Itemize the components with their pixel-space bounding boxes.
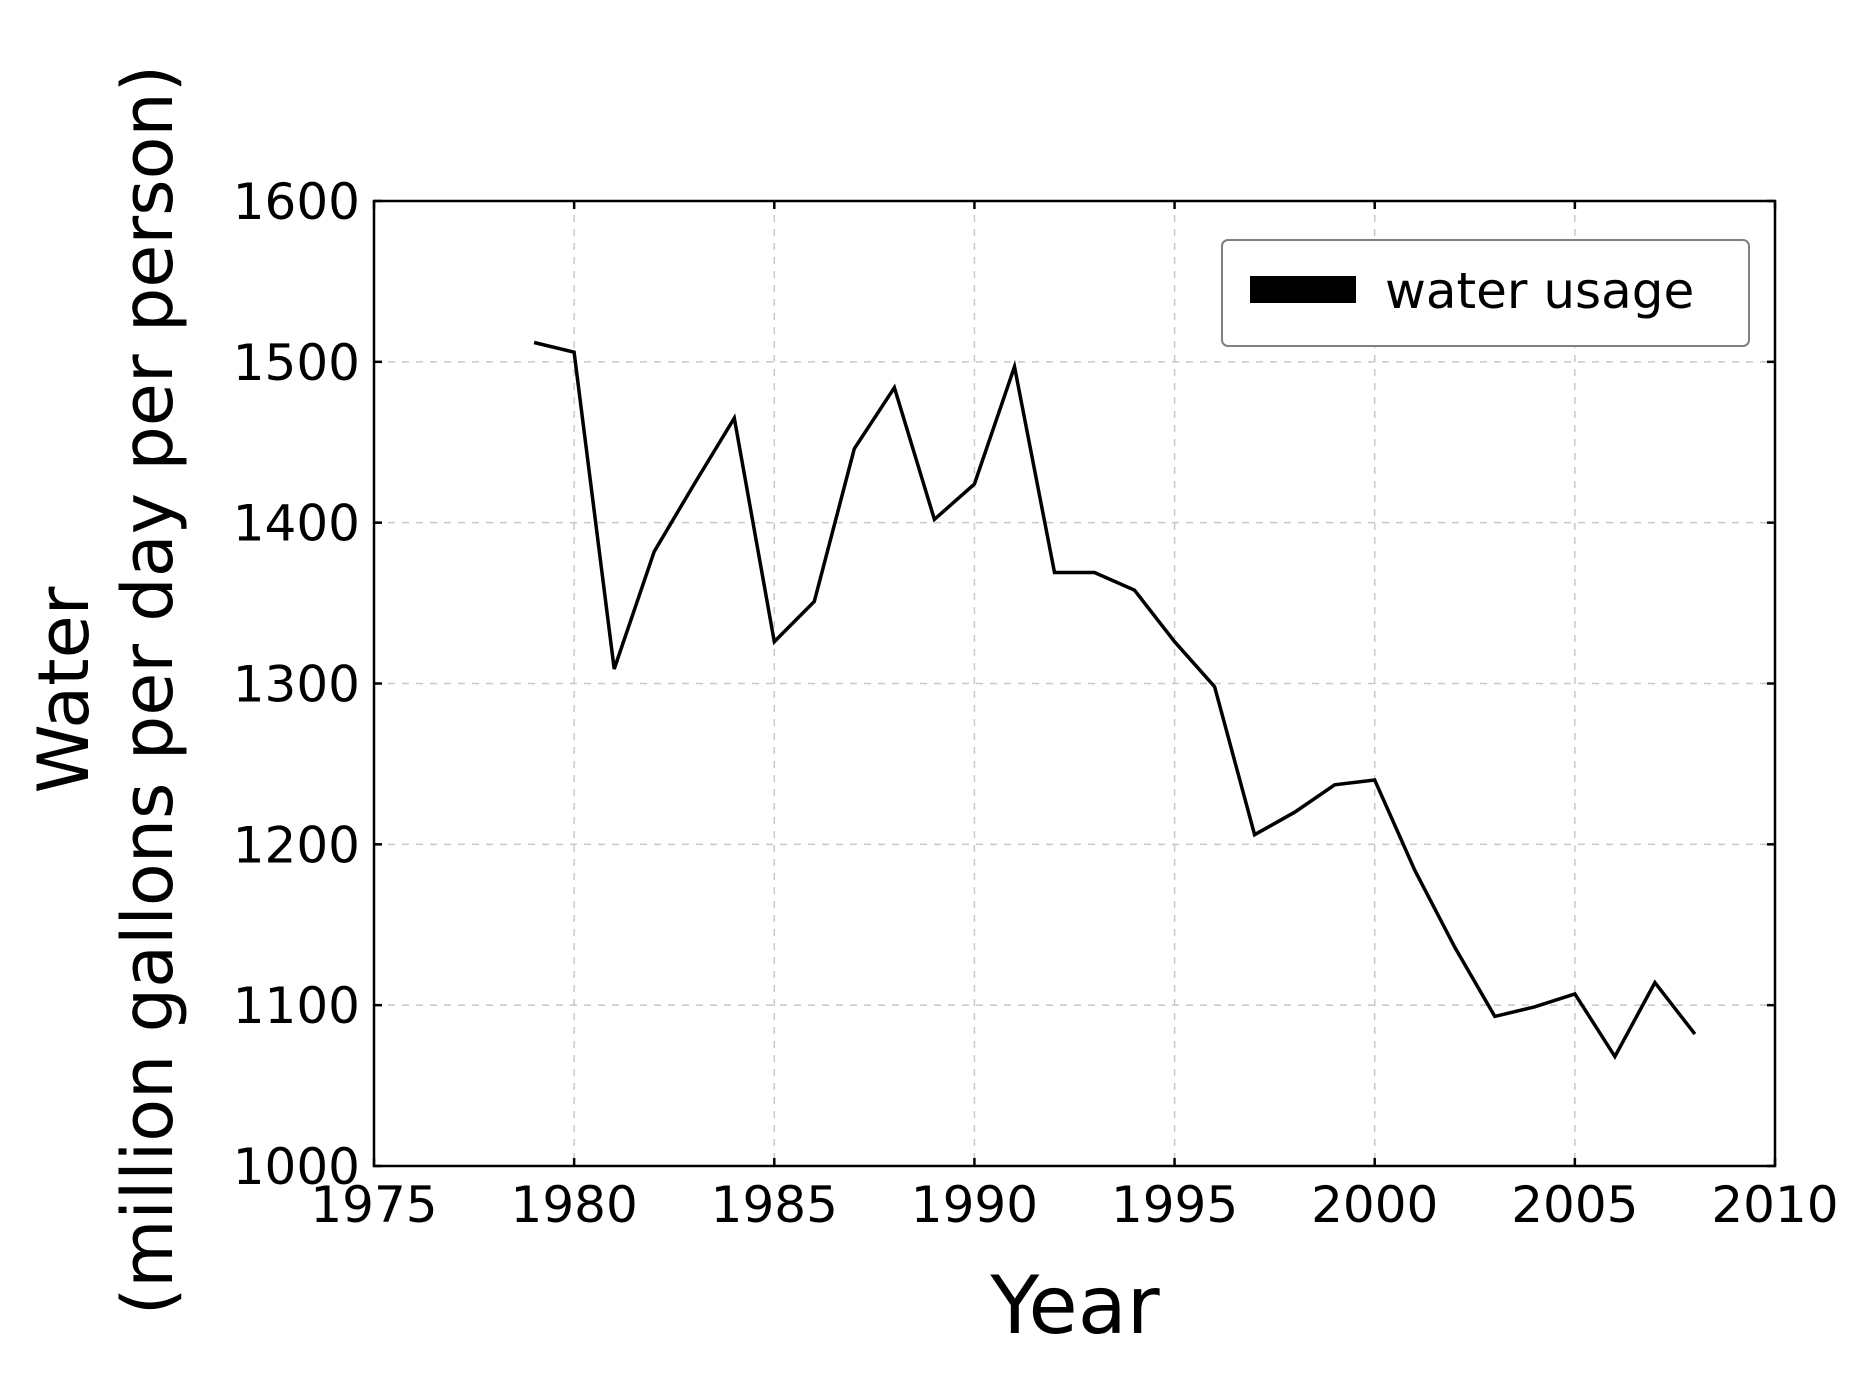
y-tick-label: 1500 — [233, 334, 360, 392]
y-tick-labels: 1000 1100 1200 1300 1400 1500 1600 — [233, 173, 360, 1196]
y-tick-label: 1400 — [233, 495, 360, 553]
x-tick-label: 1990 — [911, 1176, 1038, 1234]
x-tick-label: 1975 — [310, 1176, 437, 1234]
x-tick-label: 1995 — [1111, 1176, 1238, 1234]
y-axis-title-line-2: (million gallons per day per person) — [107, 65, 189, 1315]
x-tick-label: 2005 — [1511, 1176, 1638, 1234]
y-axis-title-line-1: Water — [23, 586, 105, 793]
legend-label: water usage — [1385, 262, 1694, 320]
y-tick-label: 1600 — [233, 173, 360, 231]
x-tick-label: 1985 — [711, 1176, 838, 1234]
y-tick-label: 1300 — [233, 656, 360, 714]
legend-box — [1221, 239, 1750, 347]
legend-swatch — [1250, 276, 1356, 303]
x-tick-label: 2000 — [1311, 1176, 1438, 1234]
plot-frame — [372, 199, 1777, 1168]
series-line-water-usage — [533, 340, 1697, 1061]
y-tick-label: 1100 — [233, 977, 360, 1035]
x-axis-title: Year — [989, 1259, 1159, 1352]
x-tick-label: 2010 — [1711, 1176, 1838, 1234]
y-tick-label: 1200 — [233, 816, 360, 874]
y-tick-label: 1000 — [233, 1138, 360, 1196]
legend: water usage — [1221, 239, 1750, 347]
x-tick-label: 1980 — [511, 1176, 638, 1234]
x-tick-labels: 1975 1980 1985 1990 1995 2000 2005 2010 — [310, 1176, 1838, 1234]
y-axis-title: Water (million gallons per day per perso… — [23, 65, 189, 1315]
